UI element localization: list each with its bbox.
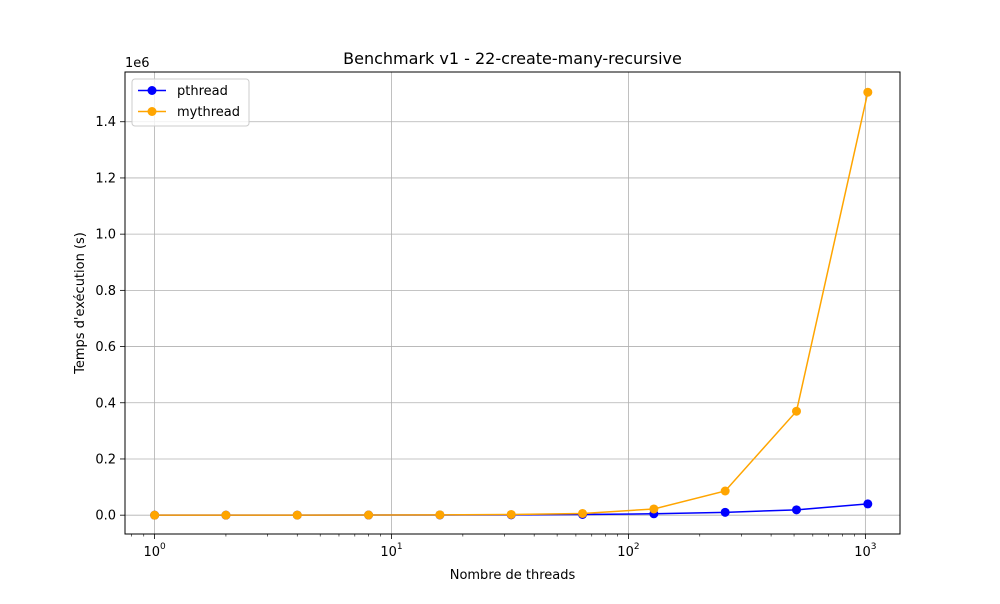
data-point-mythread	[578, 508, 588, 518]
y-tick-label: 0.0	[95, 509, 116, 524]
series-layer	[150, 87, 873, 520]
data-point-mythread	[863, 87, 873, 97]
y-axis-label: Temps d'exécution (s)	[73, 232, 88, 375]
x-tick-label: 100	[143, 542, 166, 560]
data-point-mythread	[649, 504, 659, 514]
y-tick-label: 1.0	[95, 228, 116, 243]
legend: pthread mythread	[131, 78, 250, 127]
y-tick-label: 1.2	[95, 171, 116, 186]
data-point-pthread	[720, 507, 730, 517]
y-tick-label: 0.4	[95, 396, 116, 411]
plot-frame	[124, 71, 901, 535]
legend-marker-pthread	[147, 86, 157, 95]
data-point-mythread	[791, 406, 801, 416]
x-tick-label: 101	[380, 542, 402, 560]
data-point-mythread	[435, 510, 445, 520]
data-point-mythread	[221, 510, 231, 520]
data-point-pthread	[863, 499, 873, 509]
y-tick-label: 0.8	[95, 284, 116, 299]
data-point-mythread	[506, 509, 516, 519]
data-point-mythread	[364, 510, 374, 520]
plot-area	[125, 72, 900, 534]
x-tick-label: 102	[617, 542, 639, 560]
x-tick-label: 103	[854, 542, 876, 560]
y-tick-label: 0.2	[95, 452, 116, 467]
x-axis-label: Nombre de threads	[450, 568, 576, 583]
data-point-mythread	[720, 486, 730, 496]
data-point-pthread	[791, 505, 801, 515]
grid	[125, 72, 900, 534]
y-tick-label: 1.4	[95, 115, 116, 130]
legend-label-pthread: pthread	[177, 84, 228, 99]
data-point-mythread	[292, 510, 302, 520]
y-tick-label: 0.6	[95, 340, 116, 355]
legend-label-mythread: mythread	[177, 105, 240, 120]
data-point-mythread	[150, 510, 160, 520]
ticks: 100 101 102 103 0.0 0.2 0.4 0.6 0.8 1.0 1.2 1.4	[95, 115, 876, 560]
legend-marker-mythread	[147, 107, 157, 116]
chart-title: Benchmark v1 - 22-create-many-recursive	[343, 49, 682, 68]
y-offset-label: 1e6	[125, 56, 150, 71]
